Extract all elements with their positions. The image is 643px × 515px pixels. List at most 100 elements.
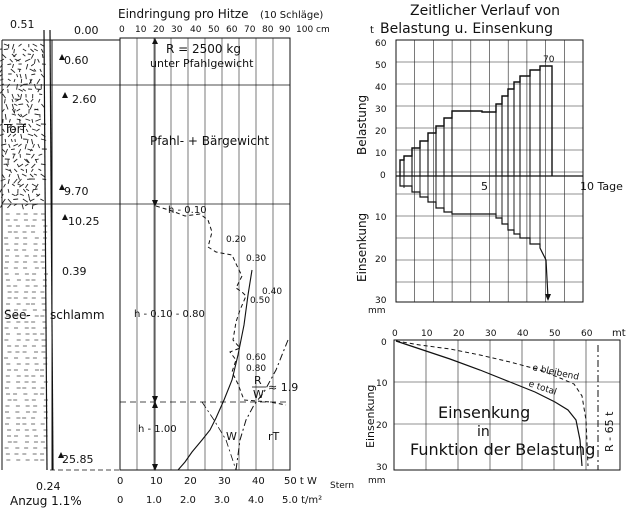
- xunit: mt: [612, 328, 626, 339]
- torf-hatch: [26, 158, 30, 164]
- xtick: 60: [581, 329, 593, 339]
- torf-hatch: [22, 198, 28, 203]
- settlement-arrow: [545, 294, 551, 301]
- caption-in: in: [477, 424, 490, 440]
- load-text-unter: unter Pfahlgewicht: [150, 57, 254, 70]
- torf-hatch: [40, 173, 46, 178]
- settlement-xticks: 0 10 20 30 40 50 60 mt: [392, 328, 626, 339]
- torf-hatch: [3, 43, 9, 47]
- depth-label-039: 0.39: [62, 265, 87, 278]
- torf-hatch: [33, 58, 36, 64]
- torf-hatch: [24, 143, 27, 150]
- top-tick: 70: [244, 25, 256, 35]
- bottom2-tick: 1.0: [146, 495, 162, 506]
- ratio-w: W: [253, 388, 264, 401]
- torf-hatch: [34, 158, 39, 161]
- marker-970: [59, 184, 65, 190]
- torf-hatch: [33, 68, 37, 72]
- torf-hatch: [34, 108, 39, 111]
- torf-hatch: [19, 93, 23, 100]
- torf-hatch: [8, 143, 11, 148]
- soil-label-torf: Torf: [3, 122, 27, 136]
- torf-hatch: [16, 118, 22, 121]
- ytick: 30: [375, 296, 387, 306]
- depth-label-024: 0.24: [36, 480, 61, 493]
- torf-hatch: [12, 63, 14, 69]
- torf-hatch: [13, 198, 19, 200]
- torf-hatch: [7, 78, 11, 82]
- torf-hatch: [13, 168, 18, 173]
- torf-hatch: [25, 63, 29, 70]
- left-vertical-grid: [136, 38, 274, 470]
- torf-hatch: [11, 103, 15, 110]
- torf-hatch: [33, 173, 38, 176]
- torf-hatch: [8, 118, 11, 123]
- torf-hatch: [9, 58, 14, 63]
- label-r-65: R - 65 t: [603, 411, 616, 452]
- xtick: 0: [392, 329, 398, 339]
- time-chart: Zeitlicher Verlauf von Belastung u. Eins…: [355, 3, 623, 316]
- settlement-yticks: 0 10 20 30 mm: [368, 338, 388, 486]
- top-tick: 90: [279, 25, 291, 35]
- torf-hatch: [26, 138, 29, 144]
- torf-hatch: [13, 48, 15, 54]
- marker-060: [59, 54, 65, 60]
- time-chart-title-1: Zeitlicher Verlauf von: [410, 3, 560, 19]
- ytick-extra: 70: [543, 55, 555, 65]
- torf-hatch: [4, 148, 8, 155]
- seeschlamm-layer: [2, 210, 52, 468]
- torf-hatch: [7, 133, 12, 138]
- bottom-axis-2: 0 1.0 2.0 3.0 4.0 5.0 t/m²: [117, 495, 322, 506]
- torf-hatch: [18, 163, 24, 167]
- torf-hatch: [31, 153, 35, 159]
- torf-hatch: [19, 128, 24, 131]
- torf-hatch: [28, 78, 33, 85]
- top-tick: 10: [135, 25, 147, 35]
- xtick: 20: [453, 329, 465, 339]
- bottom2-tick: 4.0: [248, 495, 264, 506]
- torf-hatch: [11, 128, 17, 131]
- bottom2-tick: 0: [117, 495, 123, 506]
- torf-hatch: [0, 73, 3, 77]
- torf-hatch: [1, 148, 6, 153]
- torf-hatch: [0, 88, 5, 94]
- torf-hatch: [30, 53, 34, 59]
- torf-hatch: [1, 198, 6, 204]
- torf-hatch: [0, 143, 7, 146]
- settlement-step-verticals: [403, 176, 541, 248]
- w-curve: [177, 269, 253, 471]
- torf-hatch: [32, 143, 35, 148]
- settlement-ylabel: Einsenkung: [364, 385, 377, 448]
- top-tick: 60: [226, 25, 238, 35]
- bottom2-tick: 2.0: [180, 495, 196, 506]
- bottom2-tick: 5.0 t/m²: [282, 495, 322, 506]
- settlement-chart-frame: [393, 339, 621, 471]
- curve-label-040: 0.40: [262, 287, 282, 297]
- torf-hatch: [33, 133, 38, 138]
- torf-hatch: [38, 168, 42, 171]
- ytick: 0: [380, 171, 386, 181]
- torf-hatch: [4, 98, 6, 104]
- torf-hatch: [7, 63, 12, 65]
- torf-hatch: [7, 198, 12, 204]
- top-tick: 80: [262, 25, 274, 35]
- torf-hatch: [30, 198, 35, 202]
- h-label-100: h - 1.00: [138, 424, 177, 435]
- torf-hatch: [17, 178, 22, 184]
- xtick: 30: [485, 329, 497, 339]
- torf-hatch: [16, 73, 19, 78]
- torf-hatch: [12, 133, 17, 137]
- torf-hatch: [0, 58, 5, 62]
- torf-hatch: [36, 78, 41, 85]
- torf-hatch: [13, 158, 18, 163]
- torf-hatch: [29, 173, 34, 178]
- bottom1-tick: 30: [218, 476, 231, 487]
- torf-hatch: [13, 108, 16, 114]
- torf-hatch: [0, 48, 2, 50]
- torf-hatch: [36, 193, 41, 197]
- torf-hatch: [31, 203, 34, 210]
- torf-hatch: [0, 63, 3, 68]
- torf-hatch: [3, 183, 6, 188]
- torf-hatch: [25, 188, 30, 192]
- torf-hatch: [30, 63, 35, 67]
